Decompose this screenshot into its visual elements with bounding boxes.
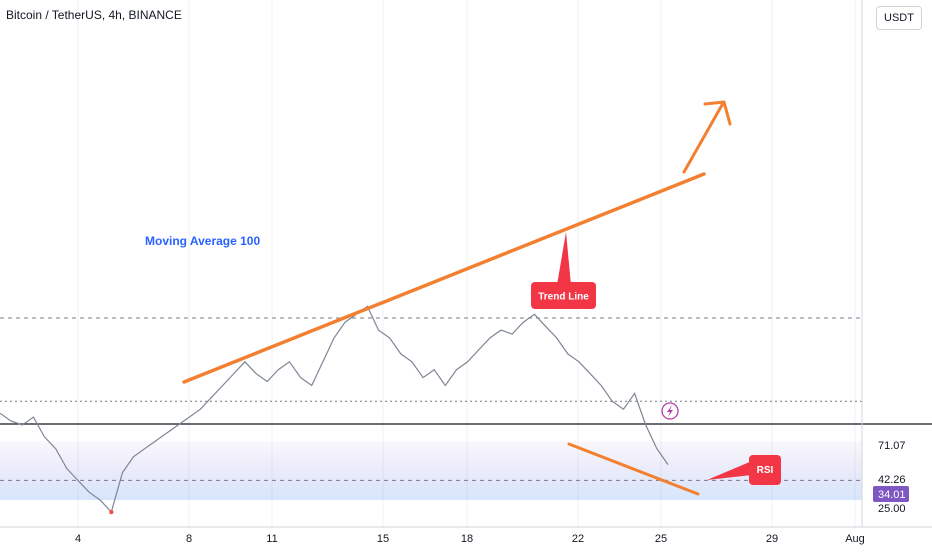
svg-text:34.01: 34.01 <box>878 489 906 501</box>
rsi-trend-line[interactable] <box>567 442 700 496</box>
rsi-value-label: 42.26 <box>873 471 911 487</box>
rsi-y-tick-label: 71.07 <box>878 440 906 452</box>
trend-line-callout[interactable]: Trend Line <box>531 232 596 309</box>
x-tick-label: 15 <box>377 533 389 545</box>
x-tick-label: Aug <box>845 533 865 545</box>
x-tick-label: 18 <box>461 533 473 545</box>
rsi-low-marker <box>109 509 114 515</box>
x-tick-label: 11 <box>266 533 277 545</box>
currency-selector[interactable]: USDT <box>876 6 922 30</box>
svg-text:Trend Line: Trend Line <box>538 292 589 303</box>
lightning-icon[interactable] <box>661 402 679 420</box>
svg-text:RSI: RSI <box>757 465 774 476</box>
trend-line[interactable] <box>182 172 706 384</box>
x-tick-label: 4 <box>75 533 81 545</box>
up-arrow-icon[interactable] <box>682 100 732 174</box>
x-tick-label: 8 <box>186 533 192 545</box>
rsi-band <box>0 441 862 500</box>
rsi-callout[interactable]: RSI <box>707 455 781 485</box>
rsi-y-tick-label: 25.00 <box>878 503 906 515</box>
rsi-current-label: 34.01 <box>873 486 909 502</box>
svg-text:42.26: 42.26 <box>878 474 906 486</box>
x-tick-label: 22 <box>572 533 584 545</box>
x-tick-label: 25 <box>655 533 667 545</box>
moving-average-label: Moving Average 100 <box>145 234 260 248</box>
chart-title: Bitcoin / TetherUS, 4h, BINANCE <box>6 8 182 22</box>
x-tick-label: 29 <box>766 533 778 545</box>
